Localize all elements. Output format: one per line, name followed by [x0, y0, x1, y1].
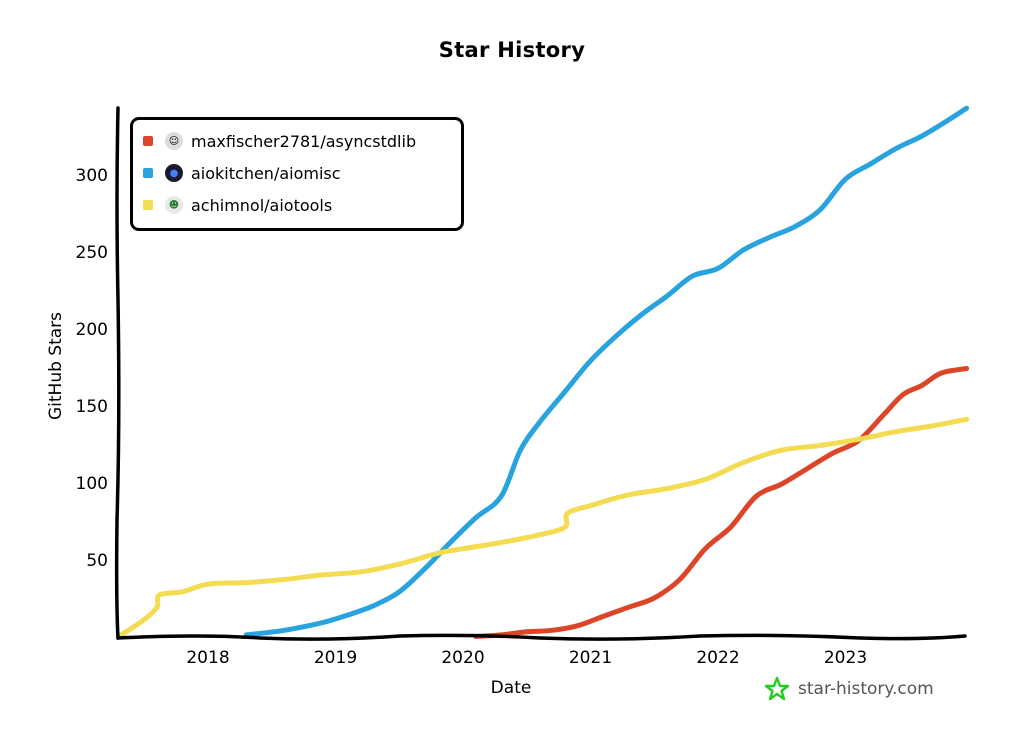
y-tick-label: 150: [75, 397, 108, 417]
x-tick-label: 2021: [568, 648, 613, 668]
x-axis-label: Date: [490, 678, 532, 698]
y-tick-label: 50: [86, 551, 108, 571]
legend-item-asyncstdlib[interactable]: ☺ maxfischer2781/asyncstdlib: [143, 128, 416, 154]
watermark[interactable]: star-history.com: [764, 676, 934, 702]
chart-title: Star History: [438, 38, 586, 62]
y-tick-label: 250: [75, 243, 108, 263]
x-tick-label: 2022: [696, 648, 740, 668]
y-tick-label: 100: [75, 474, 108, 494]
y-tick-label: 200: [75, 320, 108, 340]
avatar-icon: ●: [165, 164, 183, 182]
x-axis-line: [116, 633, 967, 641]
star-logo-icon: [764, 676, 790, 701]
avatar-icon: ☻: [165, 196, 183, 214]
legend-swatch-red: [143, 136, 153, 146]
y-axis-label: GitHub Stars: [46, 311, 66, 421]
y-tick-label: 300: [75, 166, 108, 186]
watermark-text: star-history.com: [798, 679, 934, 699]
legend-label: achimnol/aiotools: [191, 195, 333, 215]
legend: ☺ maxfischer2781/asyncstdlib ● aiokitche…: [130, 117, 464, 231]
x-tick-label: 2019: [313, 648, 358, 668]
avatar-icon: ☺: [165, 132, 183, 150]
legend-item-aiomisc[interactable]: ● aiokitchen/aiomisc: [143, 160, 341, 186]
legend-swatch-blue: [143, 168, 153, 178]
legend-item-aiotools[interactable]: ☻ achimnol/aiotools: [143, 192, 332, 218]
legend-label: aiokitchen/aiomisc: [191, 163, 341, 183]
x-tick-label: 2018: [186, 648, 230, 668]
series-line-aiotools: [116, 416, 970, 639]
x-tick-label: 2023: [823, 648, 868, 668]
series-layer: [116, 105, 970, 639]
series-line-aiomisc: [243, 105, 970, 638]
series-line-asyncstdlib: [473, 366, 970, 639]
y-axis-line: [114, 106, 121, 640]
legend-swatch-yellow: [143, 200, 153, 210]
legend-label: maxfischer2781/asyncstdlib: [191, 131, 417, 151]
x-tick-label: 2020: [441, 648, 485, 668]
